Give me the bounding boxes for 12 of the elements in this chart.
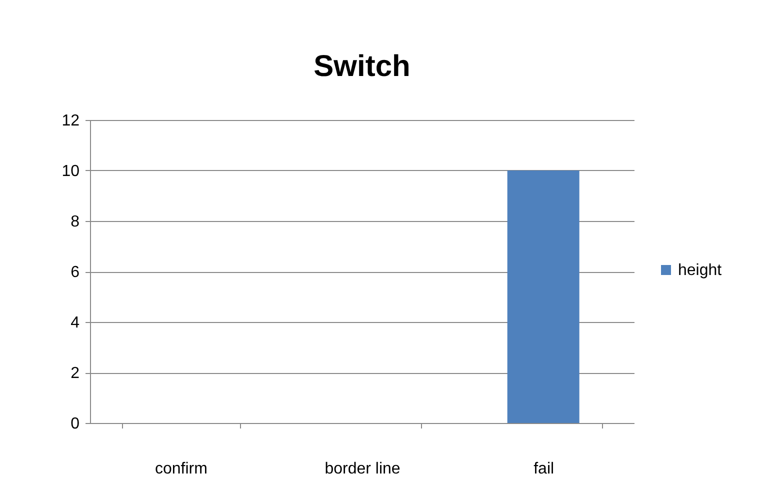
y-tick-label: 2 [70,365,80,382]
y-tick-label: 0 [70,416,80,432]
x-tick-label: border line [324,460,400,478]
y-tick-label: 8 [70,214,80,230]
y-tick-label: 4 [70,314,80,332]
chart-title: Switch [314,50,410,83]
y-tick-label: 12 [62,112,80,130]
y-tick-label: 10 [62,163,80,180]
x-tick-label: fail [534,460,554,478]
legend-label: height [678,262,722,279]
y-tick-label: 6 [70,264,80,281]
x-tick-label: confirm [154,460,208,478]
